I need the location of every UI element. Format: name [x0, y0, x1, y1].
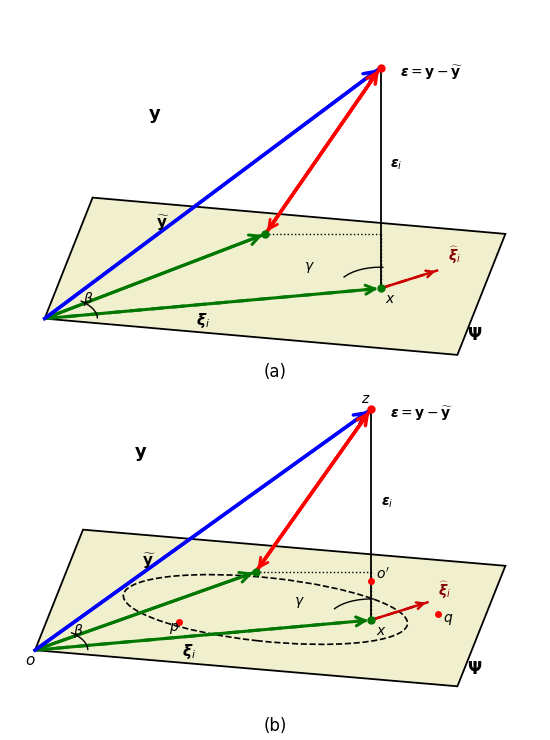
Text: $q$: $q$: [443, 611, 453, 627]
Text: $\beta$: $\beta$: [73, 622, 84, 640]
Text: $\widehat{\boldsymbol{\xi}}_i$: $\widehat{\boldsymbol{\xi}}_i$: [438, 579, 451, 601]
Text: $z$: $z$: [361, 392, 371, 406]
Text: $\mathbf{y}$: $\mathbf{y}$: [148, 107, 162, 125]
Text: $\boldsymbol{\Psi}$: $\boldsymbol{\Psi}$: [467, 660, 482, 679]
Text: $\boldsymbol{\epsilon} = \mathbf{y} - \widetilde{\mathbf{y}}$: $\boldsymbol{\epsilon} = \mathbf{y} - \w…: [400, 64, 463, 81]
Polygon shape: [35, 530, 505, 686]
Text: $\widetilde{\mathbf{y}}$: $\widetilde{\mathbf{y}}$: [156, 213, 169, 233]
Text: $\boldsymbol{\epsilon}_i$: $\boldsymbol{\epsilon}_i$: [390, 158, 403, 172]
Text: $p$: $p$: [169, 621, 180, 636]
Text: $x$: $x$: [376, 624, 387, 638]
Polygon shape: [45, 198, 505, 355]
Text: $\boldsymbol{\epsilon}_i$: $\boldsymbol{\epsilon}_i$: [381, 496, 393, 510]
Text: $\beta$: $\beta$: [83, 291, 94, 309]
Text: $x$: $x$: [386, 292, 396, 306]
Text: $\boldsymbol{\epsilon} = \mathbf{y} - \widetilde{\mathbf{y}}$: $\boldsymbol{\epsilon} = \mathbf{y} - \w…: [390, 405, 453, 423]
Text: $\boldsymbol{\xi}_i$: $\boldsymbol{\xi}_i$: [196, 311, 210, 329]
Text: $o'$: $o'$: [376, 567, 389, 582]
Text: $\gamma$: $\gamma$: [294, 595, 305, 610]
Text: $\gamma$: $\gamma$: [304, 260, 315, 275]
Text: $\widetilde{\mathbf{y}}$: $\widetilde{\mathbf{y}}$: [141, 551, 155, 571]
Text: $o$: $o$: [25, 653, 36, 668]
Text: $\boldsymbol{\Psi}$: $\boldsymbol{\Psi}$: [467, 326, 482, 344]
Text: (a): (a): [263, 363, 287, 381]
Text: $\widehat{\boldsymbol{\xi}}_i$: $\widehat{\boldsymbol{\xi}}_i$: [448, 245, 461, 266]
Text: $\mathbf{y}$: $\mathbf{y}$: [134, 445, 147, 463]
Text: $\boldsymbol{\xi}_i$: $\boldsymbol{\xi}_i$: [182, 642, 196, 661]
Text: (b): (b): [263, 717, 287, 735]
